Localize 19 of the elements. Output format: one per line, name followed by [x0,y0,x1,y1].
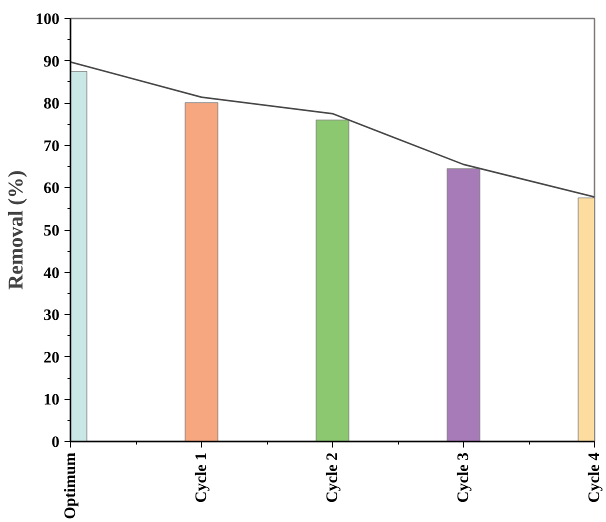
y-tick-label: 70 [44,138,60,155]
x-tick-label: Optimum [62,452,79,520]
y-axis-title: Removal (%) [4,170,28,290]
y-tick-label: 100 [36,11,60,28]
y-tick-label: 30 [44,307,60,324]
y-tick-label: 80 [44,96,60,113]
y-tick-label: 50 [44,222,60,240]
x-tick-label: Cycle 3 [455,452,472,503]
x-tick-label: Cycle 4 [586,452,603,503]
y-tick-label: 20 [44,349,60,366]
y-tick-label: 40 [44,264,60,282]
y-tick-label: 10 [44,392,60,409]
line-series [70,61,594,198]
x-tick-label: Cycle 1 [193,452,210,503]
x-tick-label: Cycle 2 [324,452,341,503]
y-tick-label: 0 [52,434,60,451]
y-tick-label: 60 [44,180,60,198]
y-tick-label: 90 [44,53,60,70]
bar [316,120,350,442]
